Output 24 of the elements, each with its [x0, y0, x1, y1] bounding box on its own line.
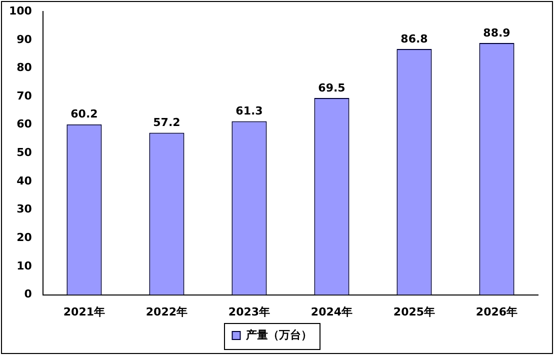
y-tick-label: 50: [16, 146, 32, 160]
y-tick-label: 90: [16, 32, 32, 46]
y-tick-label: 30: [16, 202, 32, 216]
y-tick-label: 0: [24, 288, 32, 301]
x-tick-label: 2025年: [393, 305, 436, 318]
data-label: 57.2: [153, 116, 180, 130]
x-tick-label: 2024年: [310, 305, 353, 318]
y-tick-label: 70: [16, 89, 32, 102]
y-tick-label: 40: [16, 174, 32, 188]
y-tick-label: 80: [16, 61, 32, 74]
y-tick-label: 10: [16, 259, 32, 272]
data-label: 86.8: [400, 32, 428, 46]
x-tick-label: 2021年: [63, 305, 106, 318]
y-tick-label: 100: [8, 4, 32, 18]
y-tick-label: 60: [16, 118, 32, 131]
data-label: 60.2: [70, 108, 98, 121]
y-tick-label: 20: [16, 231, 32, 244]
data-label: 69.5: [318, 81, 346, 94]
data-label: 88.9: [483, 26, 510, 40]
x-tick-label: 2023年: [228, 305, 270, 318]
legend-label: 产量（万台）: [244, 328, 312, 342]
x-tick-label: 2022年: [146, 305, 188, 318]
data-label: 61.3: [236, 104, 263, 118]
x-tick-label: 2026年: [476, 305, 518, 318]
